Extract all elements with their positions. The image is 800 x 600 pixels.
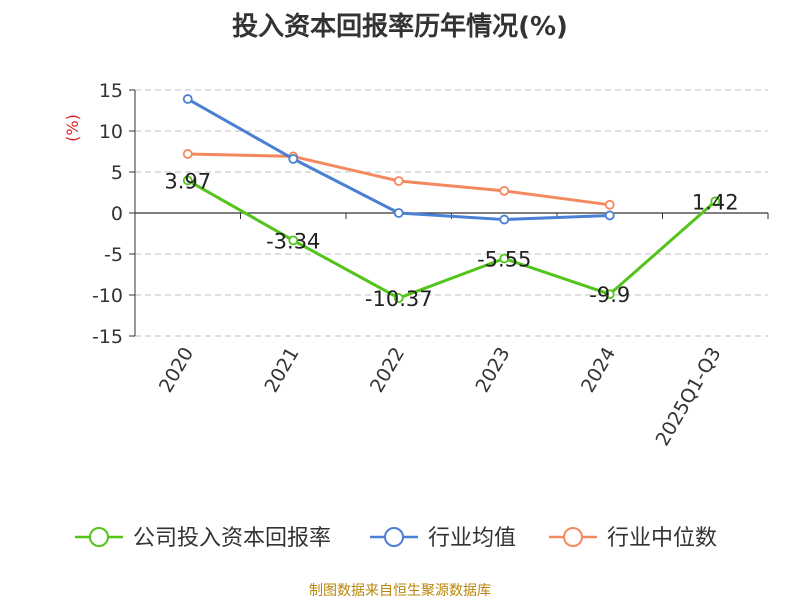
data-label: -5.55 (477, 248, 531, 272)
legend-label: 行业中位数 (607, 526, 717, 551)
source-note: 制图数据来自恒生聚源数据库 (309, 583, 491, 599)
data-label: -9.9 (589, 283, 630, 307)
data-point (393, 208, 404, 218)
series-line (187, 179, 717, 300)
data-point (710, 196, 721, 207)
data-label: -10.37 (365, 287, 433, 311)
y-tick-label: 10 (99, 121, 123, 143)
data-label: 1.42 (692, 190, 739, 214)
y-tick-label: -5 (104, 244, 123, 266)
data-label-layer: 3.97 -3.34 -10.37 -5.55 -9.9 1.42 (164, 169, 738, 311)
y-tick-label: 15 (99, 80, 123, 102)
data-point (499, 253, 510, 264)
data-label: -3.34 (266, 229, 320, 253)
x-tick-label: 2021 (260, 344, 303, 397)
x-tick-label: 2025Q1-Q3 (652, 344, 726, 450)
axis-layer: 15 10 5 0 -5 -10 -15 (%) 2020 2021 2022 2023 2024 202… (63, 80, 769, 450)
legend-item: 公司投入资本回报率 (75, 526, 331, 551)
data-point (604, 289, 615, 300)
data-point (393, 293, 404, 303)
legend-marker (89, 527, 109, 547)
chart-title: 投入资本回报率历年情况(%) (232, 12, 568, 42)
legend: 公司投入资本回报率 行业均值 行业中位数 (75, 526, 717, 551)
x-tick-label: 2023 (471, 344, 514, 397)
data-point (393, 176, 404, 186)
data-point (182, 149, 193, 159)
legend-item: 行业中位数 (549, 526, 717, 551)
y-tick-label: -10 (92, 285, 123, 307)
legend-marker (384, 527, 404, 547)
series-layer (182, 94, 721, 303)
data-point (182, 94, 193, 104)
data-point (604, 199, 615, 210)
data-point (499, 214, 510, 225)
data-point (182, 175, 193, 186)
legend-label: 公司投入资本回报率 (133, 526, 331, 551)
x-tick-label: 2020 (155, 344, 198, 397)
x-tick-label: 2024 (577, 344, 620, 397)
series-line (187, 97, 610, 222)
y-tick-label: 0 (111, 203, 123, 225)
data-point (288, 235, 299, 246)
data-point (499, 185, 510, 196)
data-label: 3.97 (164, 169, 211, 193)
y-axis-label: (%) (63, 114, 82, 142)
y-tick-label: 5 (111, 162, 123, 184)
data-point (604, 210, 615, 221)
y-tick-label: -15 (92, 326, 123, 348)
x-tick-label: 2022 (366, 344, 409, 397)
grid-layer (135, 89, 768, 337)
legend-label: 行业均值 (428, 526, 516, 551)
legend-marker (563, 527, 583, 547)
legend-item: 行业均值 (370, 526, 516, 551)
data-point (288, 153, 299, 164)
